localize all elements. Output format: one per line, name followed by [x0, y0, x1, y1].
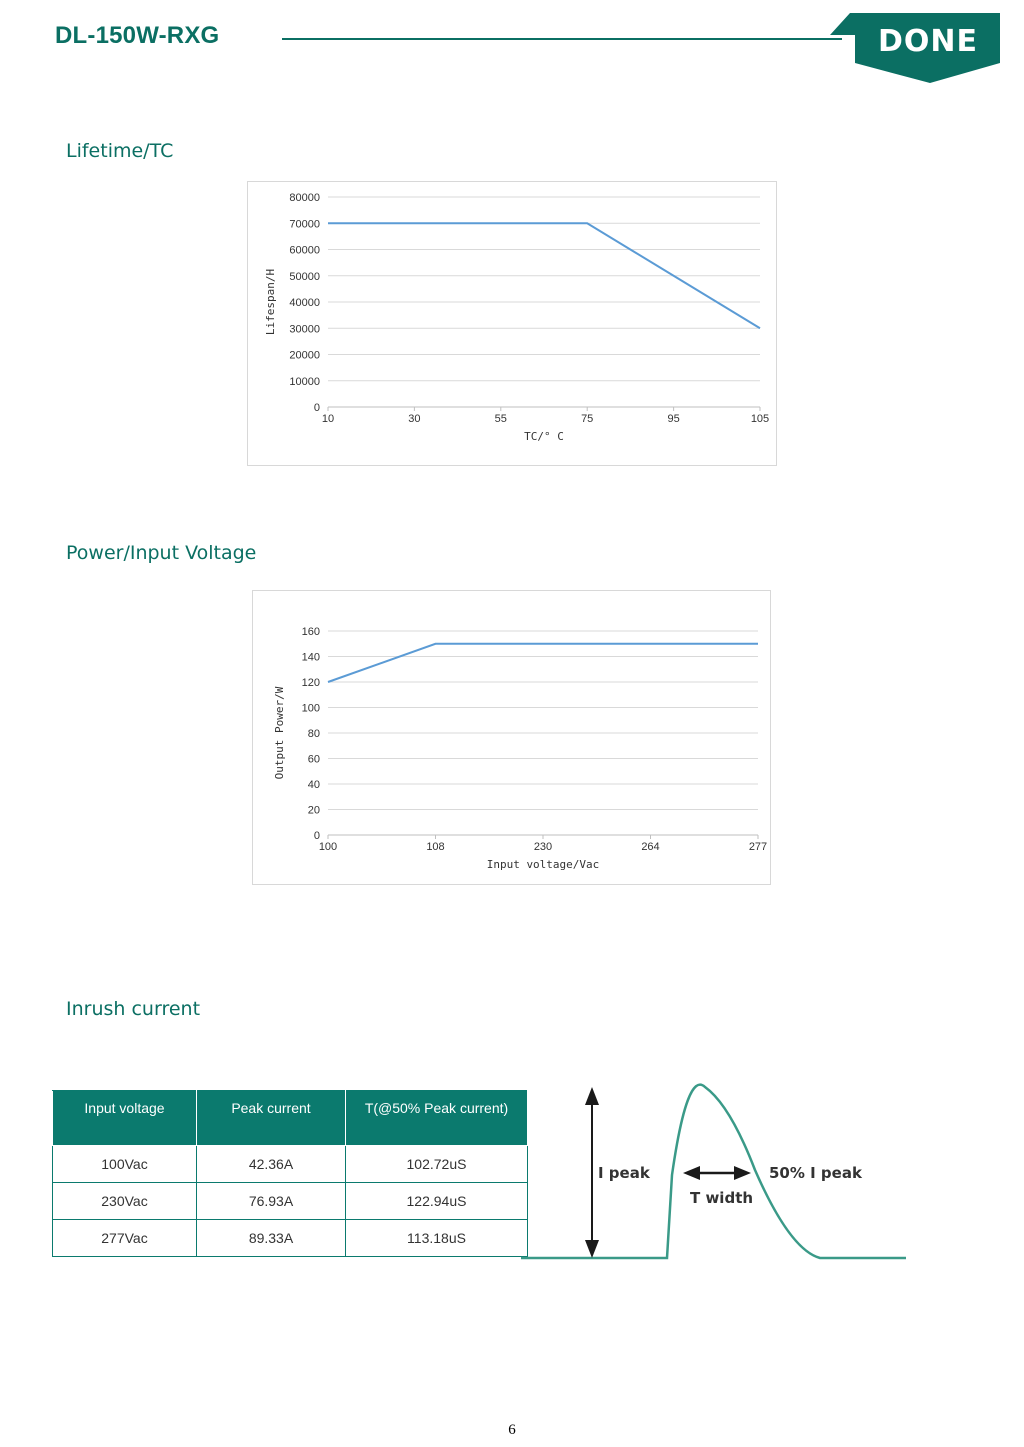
y-tick-label: 140 — [302, 652, 320, 664]
y-tick-label: 100 — [302, 703, 320, 715]
section-title-power: Power/Input Voltage — [66, 542, 257, 564]
lifetime-chart: 0 10000 20000 30000 40000 50000 60000 70000 8000… — [264, 192, 769, 443]
table-cell: 277Vac — [52, 1219, 197, 1257]
y-tick-label: 40 — [308, 779, 320, 791]
y-tick-label: 0 — [314, 830, 320, 842]
i-peak-arrowhead-down — [585, 1240, 599, 1258]
x-tick-label: 105 — [751, 413, 769, 425]
lifetime-chart-frame: 0 10000 20000 30000 40000 50000 60000 70000 8000… — [247, 181, 777, 466]
table-header-t50: T(@50% Peak current) — [345, 1090, 528, 1146]
x-tick-label: 10 — [322, 413, 334, 425]
x-tick-label: 108 — [426, 841, 444, 853]
power-chart-frame: 0 20 40 60 80 100 120 140 160 100 108 230 264 277 Inpu… — [252, 590, 771, 885]
y-tick-label: 70000 — [289, 218, 320, 230]
table-cell: 230Vac — [52, 1182, 197, 1220]
y-tick-label: 50000 — [289, 271, 320, 283]
product-title: DL-150W-RXG — [55, 22, 220, 49]
y-tick-label: 160 — [302, 626, 320, 638]
y-tick-label: 10000 — [289, 376, 320, 388]
x-tick-label: 55 — [495, 413, 507, 425]
x-tick-label: 230 — [534, 841, 552, 853]
x-tick-label: 30 — [408, 413, 420, 425]
x-tick-label: 75 — [581, 413, 593, 425]
brand-logo — [830, 13, 1000, 83]
table-row: 277Vac 89.33A 113.18uS — [52, 1219, 528, 1257]
i-peak-arrowhead-up — [585, 1087, 599, 1105]
y-tick-label: 120 — [302, 677, 320, 689]
table-header-row: Input voltage Peak current T(@50% Peak c… — [52, 1090, 528, 1146]
x-axis-title: Input voltage/Vac — [487, 858, 600, 871]
y-tick-label: 20000 — [289, 350, 320, 362]
t-width-arrowhead-right — [734, 1166, 751, 1180]
y-tick-label: 80000 — [289, 192, 320, 204]
section-title-inrush: Inrush current — [66, 998, 201, 1020]
y-tick-label: 60 — [308, 754, 320, 766]
x-axis-title: TC/° C — [524, 430, 564, 443]
table-cell: 100Vac — [52, 1145, 197, 1183]
y-axis-title: Lifespan/H — [264, 269, 277, 335]
y-tick-label: 40000 — [289, 297, 320, 309]
t-width-label: T width — [690, 1189, 753, 1207]
table-row: 230Vac 76.93A 122.94uS — [52, 1182, 528, 1220]
y-axis-title: Output Power/W — [273, 686, 286, 779]
y-tick-label: 30000 — [289, 323, 320, 335]
series-line — [327, 642, 758, 683]
x-tick-label: 277 — [749, 841, 767, 853]
y-tick-label: 60000 — [289, 245, 320, 257]
page-number: 6 — [508, 1422, 516, 1438]
x-tick-label: 95 — [667, 413, 679, 425]
table-cell: 122.94uS — [345, 1182, 528, 1220]
power-chart: 0 20 40 60 80 100 120 140 160 100 108 230 264 277 Inpu… — [273, 626, 767, 871]
waveform-curve — [521, 1083, 906, 1260]
table-header-input-voltage: Input voltage — [52, 1090, 197, 1146]
half-peak-label: 50% I peak — [769, 1164, 863, 1182]
table-cell: 76.93A — [196, 1182, 346, 1220]
table-cell: 113.18uS — [345, 1219, 528, 1257]
table-cell: 89.33A — [196, 1219, 346, 1257]
series-line — [328, 222, 761, 330]
i-peak-label: I peak — [598, 1164, 651, 1182]
inrush-table: Input voltage Peak current T(@50% Peak c… — [52, 1090, 528, 1257]
table-row: 100Vac 42.36A 102.72uS — [52, 1145, 528, 1183]
t-width-arrowhead-left — [683, 1166, 700, 1180]
y-tick-label: 20 — [308, 805, 320, 817]
inrush-waveform-diagram: I peak T width 50% I peak — [521, 1083, 906, 1260]
x-tick-label: 100 — [319, 841, 337, 853]
section-title-lifetime: Lifetime/TC — [66, 140, 174, 162]
table-header-peak-current: Peak current — [196, 1090, 346, 1146]
brand-logo-text: DONE — [877, 24, 978, 59]
table-cell: 42.36A — [196, 1145, 346, 1183]
x-tick-label: 264 — [641, 841, 659, 853]
table-cell: 102.72uS — [345, 1145, 528, 1183]
y-tick-label: 0 — [314, 402, 320, 414]
header-rule — [282, 38, 842, 40]
y-tick-label: 80 — [308, 728, 320, 740]
